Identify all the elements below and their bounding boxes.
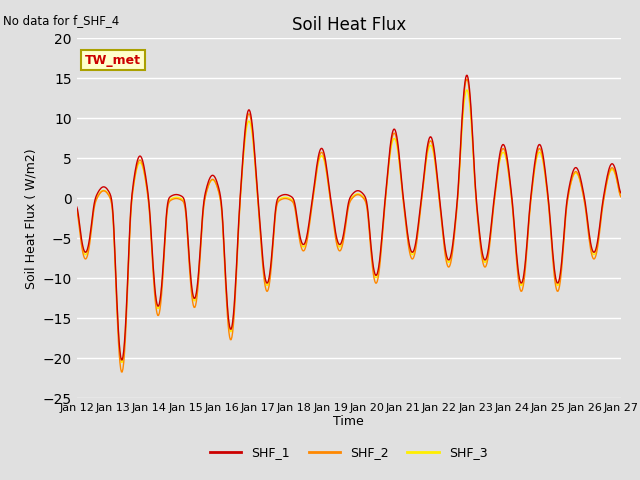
Title: Soil Heat Flux: Soil Heat Flux	[292, 16, 406, 34]
X-axis label: Time: Time	[333, 415, 364, 428]
Text: No data for f_SHF_4: No data for f_SHF_4	[3, 14, 120, 27]
Y-axis label: Soil Heat Flux ( W/m2): Soil Heat Flux ( W/m2)	[24, 148, 37, 288]
Text: TW_met: TW_met	[85, 54, 141, 67]
Legend: SHF_1, SHF_2, SHF_3: SHF_1, SHF_2, SHF_3	[205, 441, 492, 464]
